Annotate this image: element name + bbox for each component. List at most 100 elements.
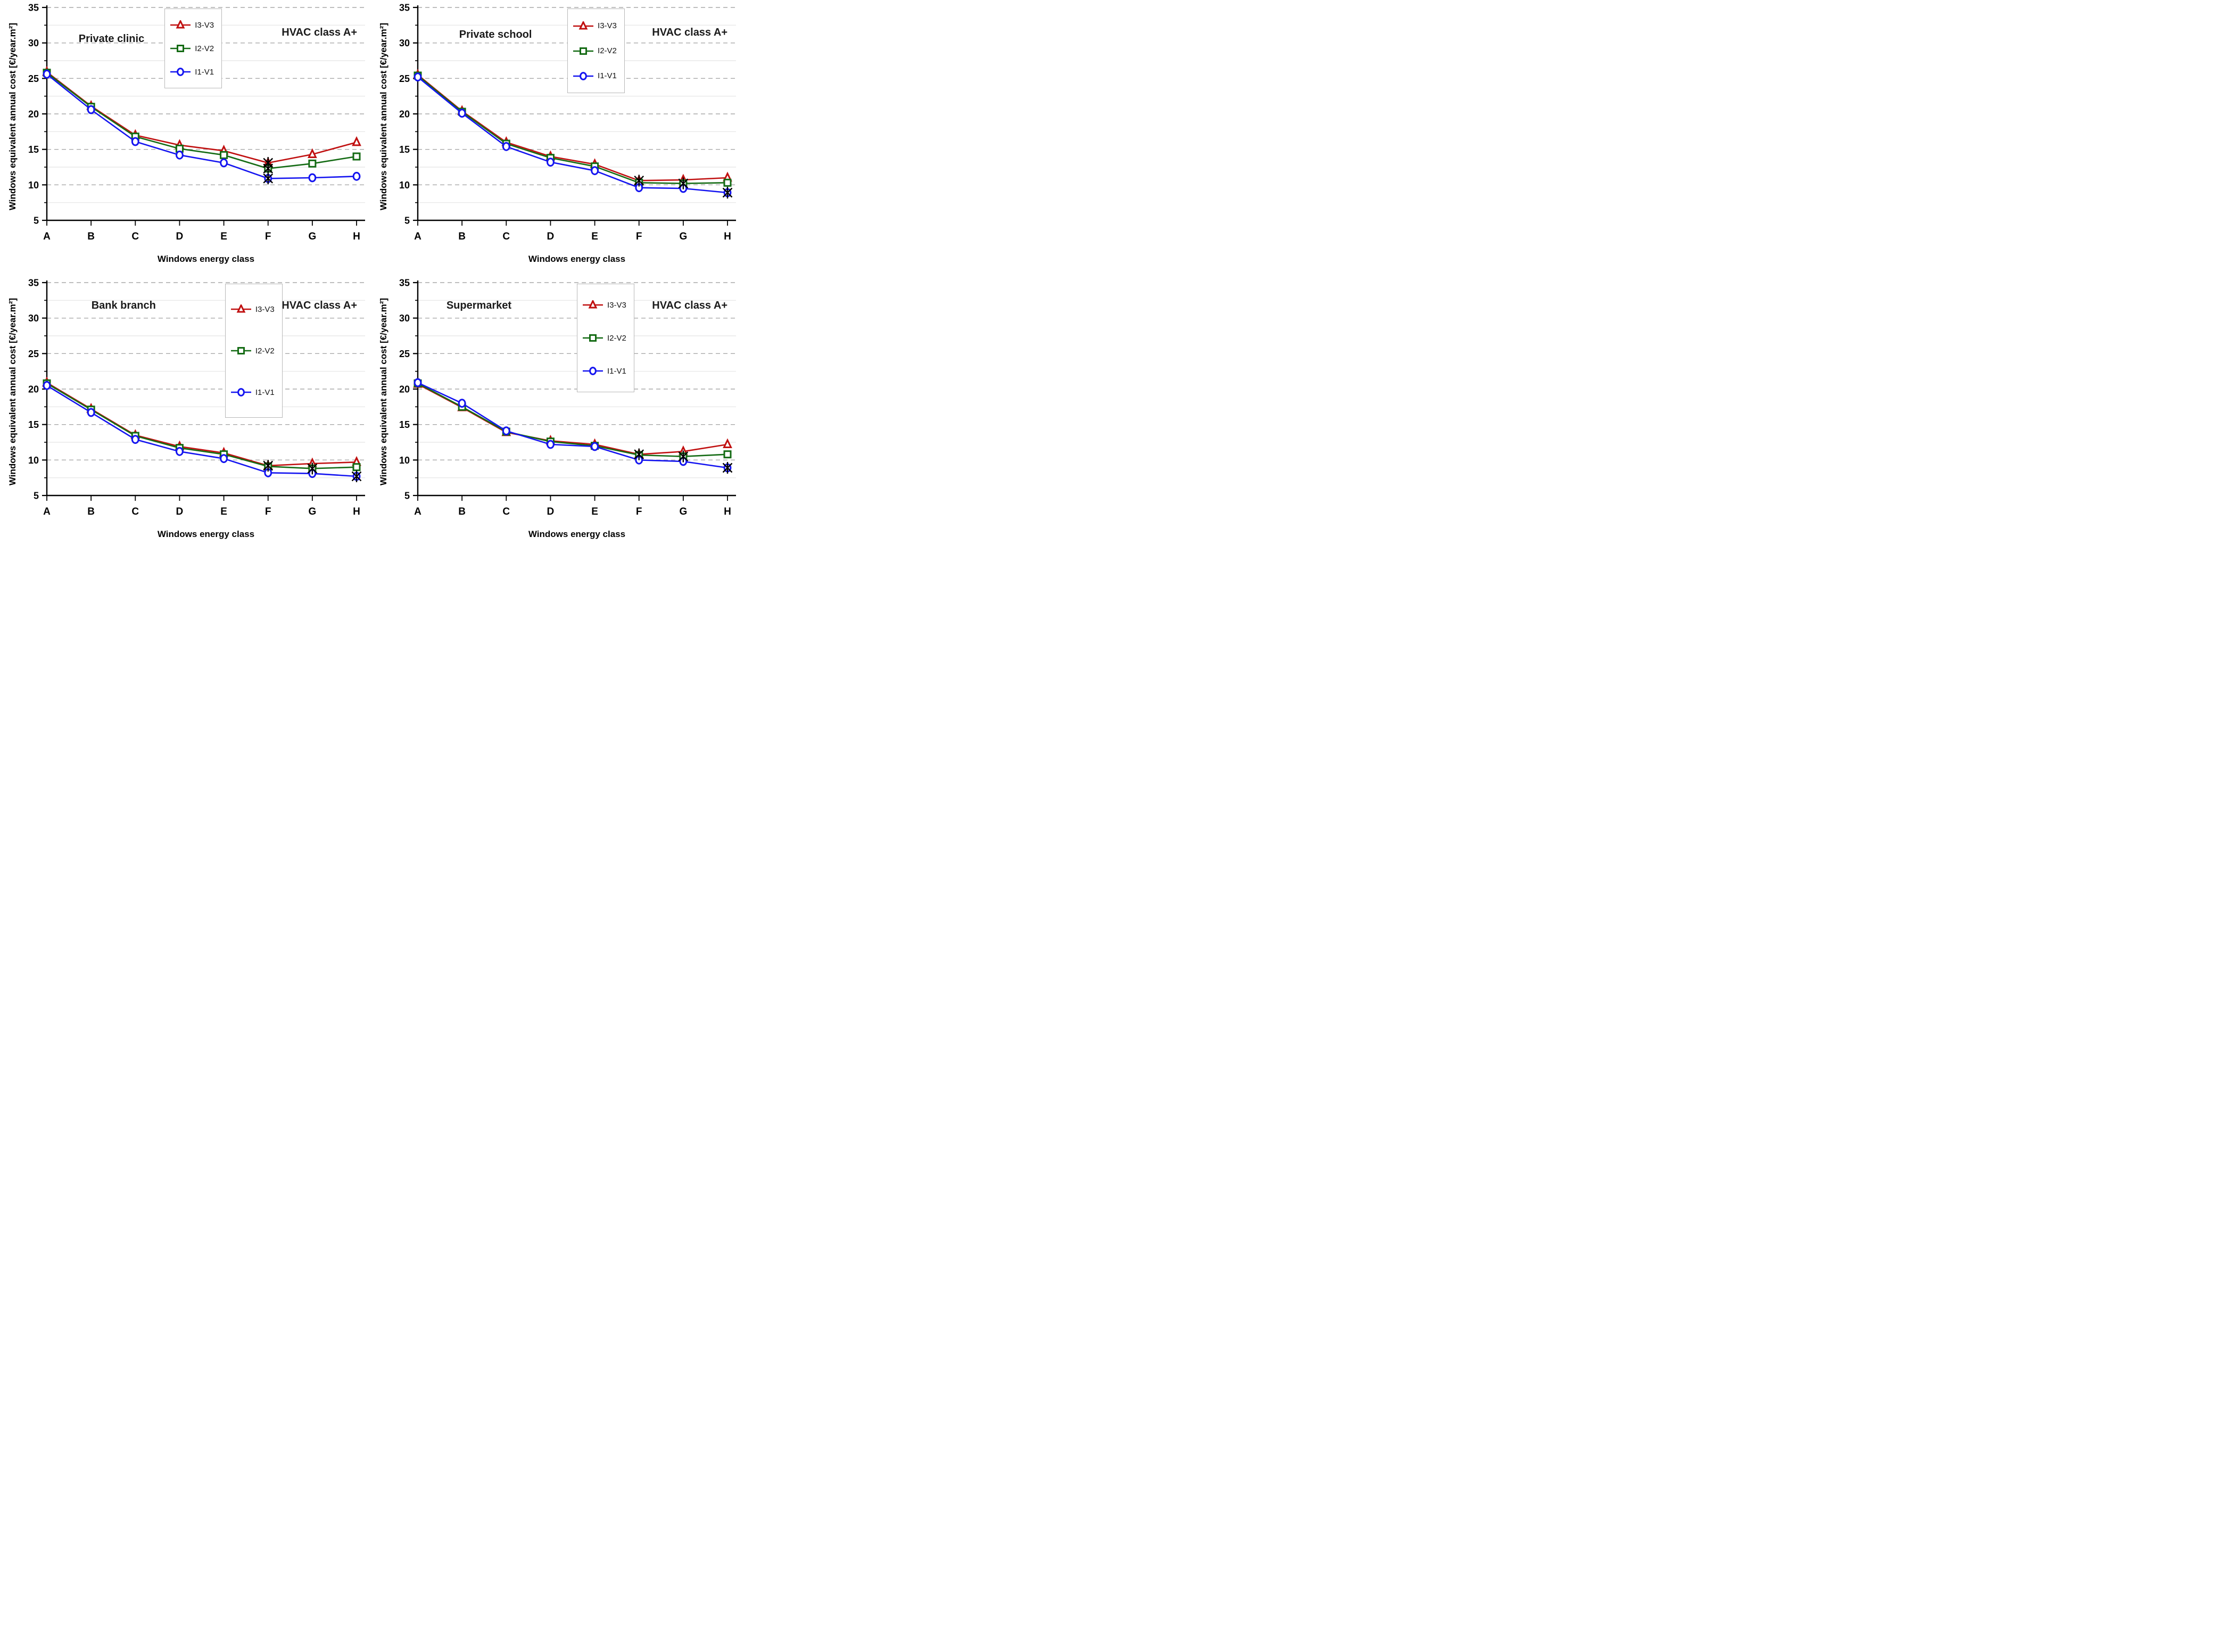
optimum-star-icon [263, 162, 274, 175]
optimum-star-icon [678, 177, 689, 189]
legend-label: I2-V2 [607, 333, 626, 343]
legend-item-I3-V3: I3-V3 [583, 288, 626, 321]
triangle-marker-icon [236, 304, 246, 313]
circle-marker-icon [176, 447, 184, 456]
chart-title-private-clinic: Private clinic [78, 33, 145, 45]
y-tick-label: 30 [399, 313, 410, 324]
legend-item-I3-V3: I3-V3 [573, 13, 617, 38]
y-tick-label: 35 [399, 3, 410, 13]
optimum-star-icon [634, 175, 644, 187]
x-tick-label: F [636, 506, 642, 517]
x-tick-label: C [502, 231, 510, 242]
x-tick-label: A [43, 231, 51, 242]
y-tick-label: 15 [399, 144, 410, 155]
triangle-marker-icon [307, 148, 317, 158]
x-axis-title: Windows energy class [528, 254, 626, 264]
x-tick-label: G [679, 506, 687, 517]
circle-marker-icon [547, 440, 555, 449]
legend-label: I3-V3 [607, 300, 626, 310]
circle-marker-icon [308, 173, 317, 183]
y-tick-label: 25 [28, 73, 39, 84]
chart-cell-private-school: 5 10 15 20 25 30 35 A B C D E F G H Private school HVA… [371, 0, 741, 275]
legend-item-I2-V2: I2-V2 [583, 321, 626, 354]
circle-marker-icon [87, 408, 95, 417]
square-legend-marker-icon [583, 334, 603, 342]
legend-label: I3-V3 [195, 20, 214, 30]
hvac-class-label: HVAC class A+ [652, 27, 727, 38]
y-tick-label: 25 [399, 73, 410, 84]
x-tick-label: F [265, 231, 271, 242]
chart-cell-supermarket: 5 10 15 20 25 30 35 A B C D E F G H Supermarket HVAC c… [371, 275, 741, 551]
legend-label: I1-V1 [255, 387, 275, 397]
x-tick-label: B [87, 231, 95, 242]
x-tick-label: C [131, 231, 139, 242]
y-tick-label: 30 [28, 313, 39, 324]
square-marker-icon [352, 152, 361, 161]
legend-item-I2-V2: I2-V2 [573, 38, 617, 63]
y-tick-label: 15 [399, 419, 410, 430]
supermarket-chart-canvas: 5 10 15 20 25 30 35 A B C D E F G H [399, 278, 736, 517]
square-marker-icon [237, 347, 245, 354]
legend-box: I3-V3 I2-V2 I1-V1 [164, 9, 222, 88]
chart-title-private-school: Private school [459, 29, 532, 40]
y-tick-label: 35 [399, 278, 410, 288]
circle-marker-icon [502, 142, 510, 151]
y-tick-label: 5 [34, 216, 39, 226]
y-axis-title: Windows equivalent annual cost [€/year.m… [7, 22, 18, 211]
x-tick-label: A [414, 231, 421, 242]
circle-marker-icon [414, 72, 422, 82]
circle-legend-marker-icon [230, 388, 251, 397]
circle-marker-icon [547, 158, 555, 167]
circle-marker-icon [220, 158, 228, 168]
square-marker-icon [723, 450, 732, 459]
hvac-class-label: HVAC class A+ [282, 27, 357, 38]
triangle-marker-icon [352, 136, 361, 146]
x-tick-label: F [636, 231, 642, 242]
series-line-I2-V2 [417, 75, 728, 184]
legend-label: I1-V1 [598, 71, 617, 80]
x-tick-label: D [176, 506, 184, 517]
y-tick-label: 10 [28, 180, 39, 191]
chart-title-supermarket: Supermarket [446, 300, 512, 311]
legend-item-I1-V1: I1-V1 [170, 60, 214, 84]
legend-box: I3-V3 I2-V2 I1-V1 [577, 284, 634, 392]
x-tick-label: D [547, 506, 555, 517]
circle-marker-icon [591, 166, 599, 176]
circle-marker-icon [177, 68, 185, 76]
optimum-star-icon [634, 448, 644, 460]
triangle-marker-icon [723, 438, 732, 448]
circle-marker-icon [458, 109, 466, 118]
x-tick-label: B [458, 506, 466, 517]
chart-title-bank-branch: Bank branch [91, 300, 156, 311]
y-tick-label: 25 [28, 349, 39, 359]
circle-legend-marker-icon [583, 367, 603, 375]
legend-item-I1-V1: I1-V1 [230, 371, 275, 413]
optimum-star-icon [722, 462, 733, 474]
hvac-class-label: HVAC class A+ [652, 300, 727, 311]
square-marker-icon [177, 45, 185, 52]
square-marker-icon [352, 463, 361, 472]
y-tick-label: 15 [28, 419, 39, 430]
circle-legend-marker-icon [573, 71, 594, 80]
x-tick-label: H [353, 506, 360, 517]
x-tick-label: E [591, 231, 598, 242]
circle-marker-icon [176, 150, 184, 160]
x-tick-label: F [265, 506, 271, 517]
chart-cell-bank-branch: 5 10 15 20 25 30 35 A B C D E F G H Bank branch HVAC c… [0, 275, 371, 551]
legend-label: I3-V3 [255, 304, 275, 314]
x-tick-label: E [220, 506, 227, 517]
triangle-marker-icon [588, 300, 598, 309]
y-tick-label: 5 [404, 491, 410, 501]
legend-item-I3-V3: I3-V3 [230, 288, 275, 330]
legend-item-I3-V3: I3-V3 [170, 13, 214, 37]
circle-marker-icon [87, 105, 95, 114]
circle-marker-icon [131, 435, 139, 444]
legend-item-I1-V1: I1-V1 [573, 63, 617, 88]
y-tick-label: 20 [399, 109, 410, 120]
y-tick-label: 20 [28, 384, 39, 395]
charts-grid: 5 10 15 20 25 30 35 A B C D E F G H Private clinic HVA… [0, 0, 741, 551]
series-line-I2-V2 [46, 72, 357, 169]
circle-marker-icon [502, 426, 510, 436]
x-tick-label: H [353, 231, 360, 242]
circle-marker-icon [458, 399, 466, 408]
